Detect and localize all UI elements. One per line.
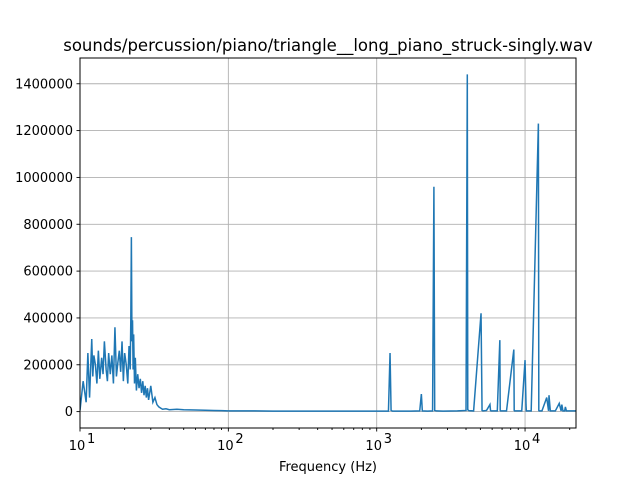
y-tick-label: 200000: [23, 358, 73, 373]
spectrum-line: [80, 74, 576, 412]
axes-frame: [79, 57, 577, 429]
x-axis: 10 1 10 2 10 3 10 4: [69, 428, 571, 454]
x-axis-label: Frequency (Hz): [279, 460, 377, 475]
y-tick-label: 800000: [23, 218, 73, 233]
x-tick-label: 10: [514, 439, 531, 454]
y-tick-label: 0: [65, 405, 73, 420]
y-tick-label: 400000: [23, 311, 73, 326]
grid-lines: [79, 58, 576, 428]
y-tick-label: 1400000: [15, 77, 73, 92]
chart-title: sounds/percussion/piano/triangle__long_p…: [63, 36, 593, 56]
x-tick-label-exponent: 4: [532, 432, 540, 447]
y-tick-label: 1200000: [15, 124, 73, 139]
x-tick-label-exponent: 3: [384, 432, 392, 447]
x-tick-label: 10: [217, 439, 234, 454]
y-tick-label: 1000000: [15, 171, 73, 186]
x-tick-label: 10: [365, 439, 382, 454]
plot-area: [80, 74, 576, 412]
x-tick-label-exponent: 2: [235, 432, 243, 447]
x-tick-label-exponent: 1: [87, 432, 95, 447]
y-axis: 0 200000 400000 600000 800000 1000000 1200000 1…: [15, 77, 80, 420]
x-tick-label: 10: [69, 439, 86, 454]
y-tick-label: 600000: [23, 265, 73, 280]
